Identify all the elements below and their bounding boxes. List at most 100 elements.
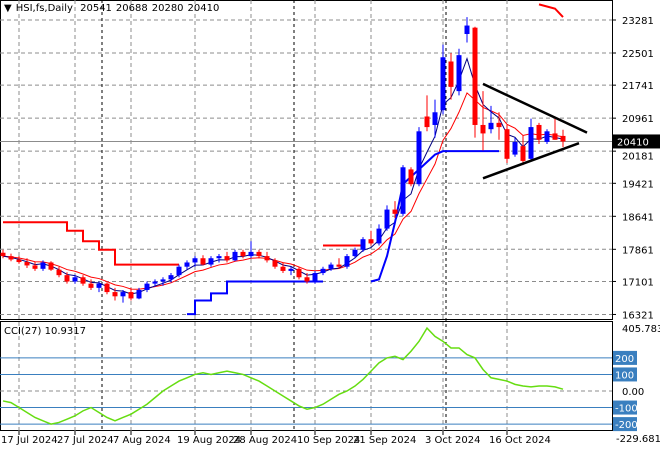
chart-header: ▼ HSI,fs,Daily 20541 20688 20280 20410 (4, 3, 223, 14)
candle-body (80, 277, 86, 284)
cci-min-label: -229.6813 (616, 434, 660, 445)
candle-body (24, 262, 30, 266)
candle-body (400, 167, 406, 214)
candle (184, 260, 190, 270)
candle (472, 26, 478, 138)
candle-body (128, 292, 134, 299)
cci-level-label: -200 (615, 420, 638, 431)
candle (304, 273, 310, 284)
cci-level-badge (613, 417, 637, 432)
candle-body (312, 273, 318, 282)
candle (376, 224, 382, 246)
candle-body (544, 131, 550, 142)
candle (408, 167, 414, 187)
candle (80, 275, 86, 286)
candle-body (56, 269, 62, 276)
candle-body (560, 135, 566, 142)
candle-body (40, 262, 46, 269)
price-tick-label: 22501 (622, 49, 654, 60)
candle (360, 237, 366, 252)
candle-body (296, 268, 302, 278)
candle (432, 99, 438, 138)
candle (224, 251, 230, 263)
candle (416, 127, 422, 187)
candle (216, 254, 222, 263)
candle (208, 256, 214, 267)
price-tick-label: 17861 (622, 245, 654, 256)
price-tick-label: 20181 (622, 151, 654, 162)
candle-body (136, 289, 142, 299)
candle-body (392, 209, 398, 214)
candle (200, 255, 206, 266)
cci-max-label: 405.7837 (622, 324, 660, 335)
candle-body (472, 27, 478, 125)
triangle-trendline (482, 82, 588, 134)
candle (448, 53, 454, 100)
candle-body (464, 25, 470, 35)
date-tick-label: 7 Aug 2024 (113, 435, 171, 446)
candle (160, 277, 166, 286)
candle (232, 249, 238, 262)
candle-body (336, 264, 342, 267)
candle (264, 251, 270, 263)
candle (72, 274, 78, 284)
candle (392, 201, 398, 219)
candle-body (504, 129, 510, 159)
close-value: 20410 (187, 3, 220, 14)
date-tick-label: 27 Jul 2024 (57, 435, 114, 446)
date-tick-label: 28 Aug 2024 (233, 435, 297, 446)
candle-body (248, 251, 254, 257)
price-pane-frame (0, 0, 613, 320)
candle-body (448, 61, 454, 87)
candle (512, 137, 518, 157)
candle (112, 287, 118, 301)
collapse-triangle-icon[interactable]: ▼ (4, 3, 12, 14)
candle-body (408, 169, 414, 185)
date-tick-label: 3 Oct 2024 (425, 435, 480, 446)
candle (288, 266, 294, 276)
candle-body (384, 209, 390, 229)
candle (64, 272, 70, 284)
cci-pane-frame (0, 321, 613, 431)
cci-level-label: 200 (615, 354, 634, 365)
cci-level-badge (613, 367, 637, 382)
candle-body (184, 262, 190, 267)
candle (440, 44, 446, 115)
candle-body (304, 277, 310, 282)
slow-moving-average-line (2, 92, 564, 290)
candle-body (288, 268, 294, 271)
cci-level-badge (613, 400, 637, 415)
candle (320, 266, 326, 276)
candle-body (320, 268, 326, 274)
candle-body (176, 266, 182, 276)
candle-body (216, 256, 222, 259)
candle (560, 129, 566, 147)
candle-body (16, 259, 22, 263)
candle (344, 254, 350, 269)
current-price-badge (613, 134, 660, 149)
price-tick-label: 17101 (622, 277, 654, 288)
candle-body (512, 141, 518, 155)
price-tick-label: 20961 (622, 114, 654, 125)
candle (240, 249, 246, 259)
candle-body (8, 256, 14, 260)
candle (16, 256, 22, 264)
candle-body (168, 275, 174, 280)
candle (56, 266, 62, 278)
candle-body (120, 292, 126, 297)
candle-body (232, 251, 238, 261)
cci-zero-label: 0.00 (622, 387, 644, 398)
price-tick-label: 21741 (622, 81, 654, 92)
candle-body (440, 57, 446, 111)
candle-body (496, 122, 502, 128)
candle-body (416, 131, 422, 185)
candle (488, 105, 494, 134)
candle (192, 256, 198, 267)
candle-body (552, 133, 558, 140)
candle (176, 264, 182, 278)
candle-body (536, 124, 542, 140)
candle-body (208, 258, 214, 265)
candle-body (32, 265, 38, 269)
candle (296, 266, 302, 280)
